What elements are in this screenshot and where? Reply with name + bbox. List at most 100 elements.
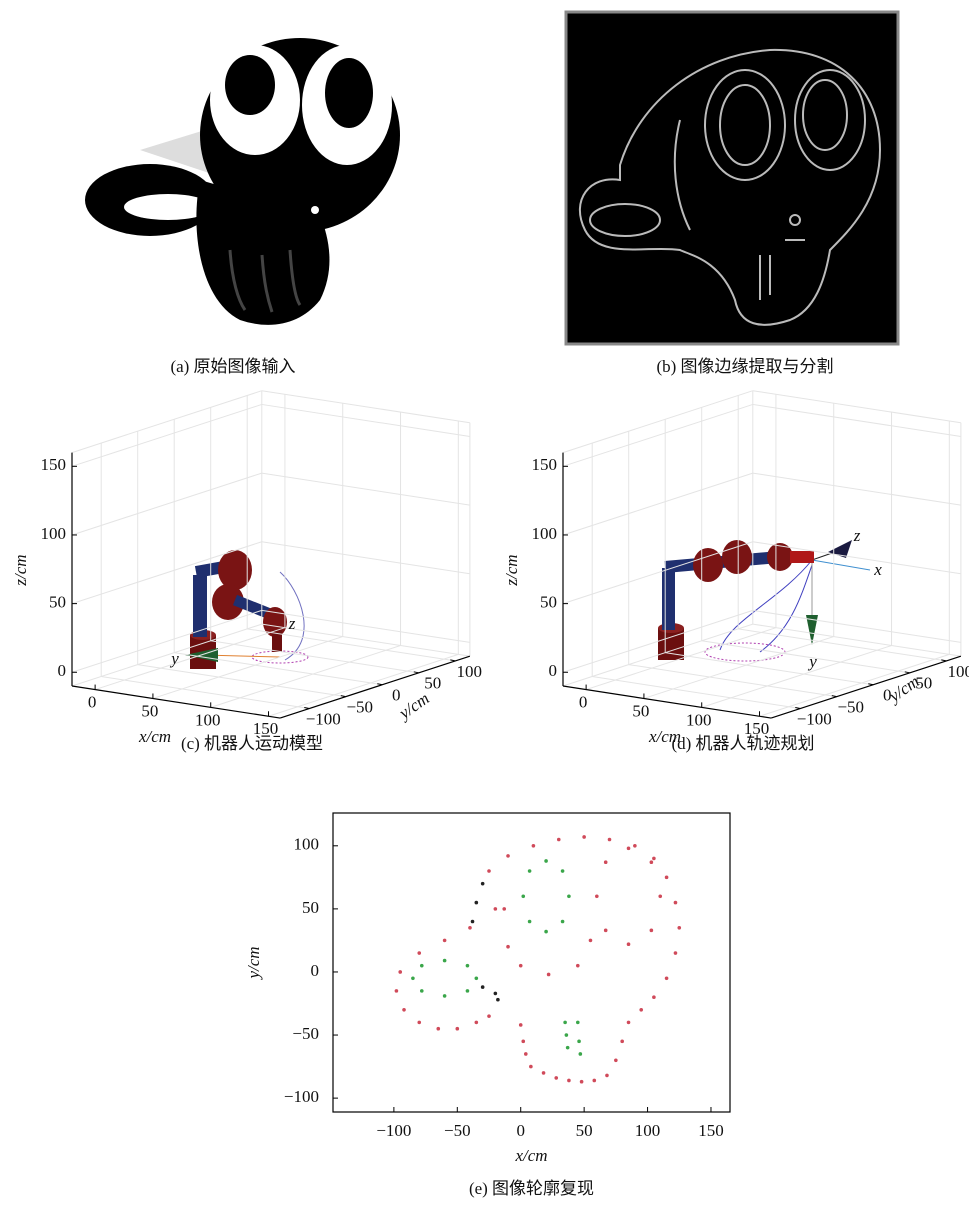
contour-point (665, 976, 669, 980)
frame-label: z (853, 526, 861, 545)
contour-point (475, 976, 479, 980)
contour-point (652, 857, 656, 861)
contour-point (614, 1058, 618, 1062)
contour-point (620, 1040, 624, 1044)
z-tick-label: 100 (532, 524, 558, 543)
contour-point (633, 844, 637, 848)
contour-point (481, 882, 485, 886)
contour-point (494, 907, 498, 911)
x-tick-label: 50 (632, 701, 649, 720)
contour-point (579, 1052, 583, 1056)
contour-point (567, 894, 571, 898)
y-tick-label: 50 (424, 674, 441, 693)
contour-point (605, 1074, 609, 1078)
x-axis-label: x/cm (138, 727, 171, 746)
contour-point (506, 854, 510, 858)
contour-point (496, 998, 500, 1002)
contour-point (561, 869, 565, 873)
contour-point (577, 1040, 581, 1044)
contour-point (466, 964, 470, 968)
y-tick-label: 0 (392, 686, 401, 705)
contour-point (674, 901, 678, 905)
contour-point (547, 973, 551, 977)
contour-point (471, 920, 475, 924)
contour-point (398, 970, 402, 974)
x-tick-label: 0 (516, 1121, 525, 1140)
x-axis-label: x/cm (514, 1146, 547, 1165)
contour-point (650, 929, 654, 933)
contour-point (494, 992, 498, 996)
x-tick-label: 0 (88, 692, 97, 711)
contour-point (395, 989, 399, 993)
contour-point (528, 920, 532, 924)
contour-point (608, 838, 612, 842)
y-tick-label: −100 (306, 709, 341, 728)
caption: (d) 机器人轨迹规划 (671, 734, 814, 753)
caption: (e) 图像轮廓复现 (469, 1179, 594, 1198)
frame-label: y (807, 652, 817, 671)
contour-point (487, 1014, 491, 1018)
contour-point (639, 1008, 643, 1012)
edge-image (566, 12, 898, 344)
y-tick-label: 50 (302, 898, 319, 917)
caption: (a) 原始图像输入 (170, 357, 295, 376)
y-tick-label: −50 (346, 698, 373, 717)
contour-point (466, 989, 470, 993)
y-tick-label: 100 (948, 662, 969, 681)
contour-point (506, 945, 510, 949)
y-tick-label: −100 (797, 709, 832, 728)
contour-point (566, 1046, 570, 1050)
y-tick-label: 100 (457, 662, 483, 681)
contour-point (580, 1080, 584, 1084)
frame-label: z (288, 614, 296, 633)
z-tick-label: 50 (540, 593, 557, 612)
contour-point (402, 1008, 406, 1012)
contour-point (576, 1021, 580, 1025)
contour-point (542, 1071, 546, 1075)
y-tick-label: 100 (294, 835, 320, 854)
contour-point (519, 1023, 523, 1027)
contour-point (532, 844, 536, 848)
contour-point (674, 951, 678, 955)
figure: (a) 原始图像输入 (b) 图像边缘提取与分割 050100150−100−5 (0, 0, 969, 1208)
y-tick-label: −50 (292, 1024, 319, 1043)
contour-point (420, 989, 424, 993)
contour-point (561, 920, 565, 924)
contour-point (528, 869, 532, 873)
contour-point (468, 926, 472, 930)
contour-point (529, 1065, 533, 1069)
contour-point (582, 835, 586, 839)
contour-point (650, 860, 654, 864)
contour-point (481, 985, 485, 989)
x-tick-label: 100 (195, 710, 221, 729)
contour-point (443, 994, 447, 998)
contour-point (443, 939, 447, 943)
contour-point (436, 1027, 440, 1031)
z-axis-label: z/cm (502, 554, 521, 586)
contour-point (665, 876, 669, 880)
y-axis-label: y/cm (244, 946, 263, 980)
contour-point (627, 942, 631, 946)
contour-point (565, 1033, 569, 1037)
contour-point (475, 1021, 479, 1025)
x-tick-label: −50 (444, 1121, 471, 1140)
contour-point (604, 929, 608, 933)
contour-point (502, 907, 506, 911)
x-tick-label: 100 (635, 1121, 661, 1140)
y-tick-label: −100 (284, 1087, 319, 1106)
contour-point (420, 964, 424, 968)
contour-point (658, 894, 662, 898)
x-tick-label: −100 (376, 1121, 411, 1140)
contour-point (589, 939, 593, 943)
contour-point (604, 860, 608, 864)
y-tick-label: 0 (311, 961, 320, 980)
contour-point (487, 869, 491, 873)
contour-point (677, 926, 681, 930)
contour-point (557, 838, 561, 842)
contour-point (456, 1027, 460, 1031)
x-tick-label: 50 (141, 701, 158, 720)
contour-point (544, 930, 548, 934)
contour-point (652, 995, 656, 999)
contour-point (567, 1079, 571, 1083)
contour-point (627, 1021, 631, 1025)
